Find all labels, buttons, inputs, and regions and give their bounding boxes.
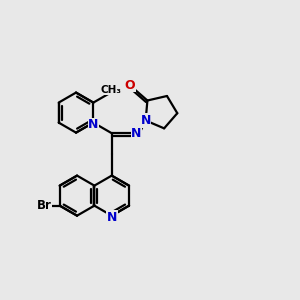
Text: N: N bbox=[88, 118, 98, 131]
Text: CH₃: CH₃ bbox=[101, 85, 122, 95]
Text: N: N bbox=[106, 211, 117, 224]
Text: Br: Br bbox=[37, 199, 52, 212]
Text: N: N bbox=[140, 114, 151, 127]
Text: O: O bbox=[124, 79, 135, 92]
Text: N: N bbox=[131, 127, 142, 140]
